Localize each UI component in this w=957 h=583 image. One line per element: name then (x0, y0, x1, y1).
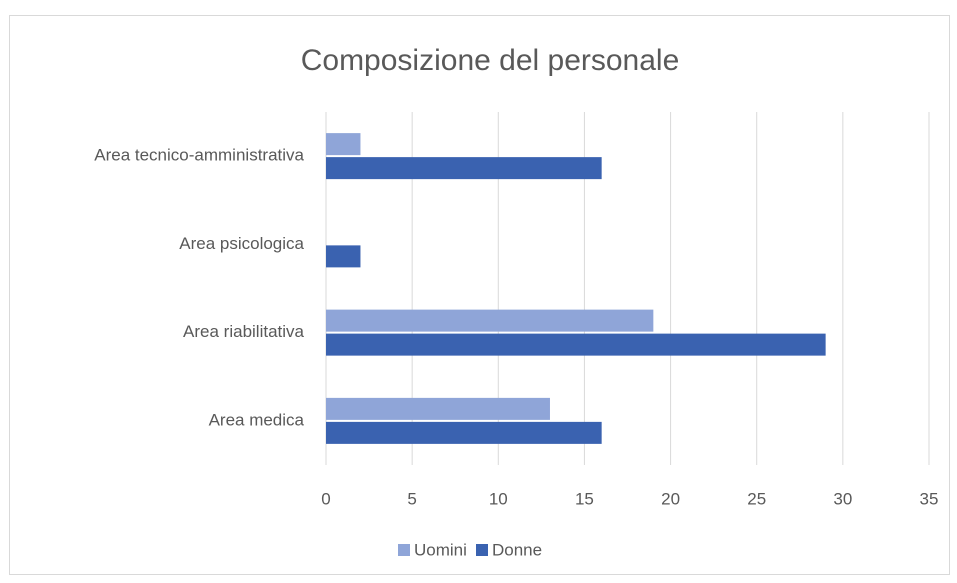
chart-frame (9, 15, 950, 575)
x-tick-label: 30 (833, 489, 852, 508)
x-tick-label: 10 (489, 489, 508, 508)
chart-title: Composizione del personale (301, 44, 680, 77)
bar (326, 157, 602, 180)
legend-label: Uomini (414, 540, 467, 559)
y-tick-label: Area medica (209, 410, 305, 429)
x-tick-label: 15 (575, 489, 594, 508)
legend-swatch (476, 544, 488, 556)
x-tick-label: 35 (920, 489, 939, 508)
y-tick-label: Area tecnico-amministrativa (94, 146, 304, 165)
bar (326, 245, 361, 268)
x-tick-label: 20 (661, 489, 680, 508)
bar (326, 133, 361, 156)
bar (326, 309, 654, 332)
x-tick-label: 25 (747, 489, 766, 508)
x-tick-label: 5 (407, 489, 416, 508)
legend-label: Donne (492, 540, 542, 559)
bar (326, 333, 826, 356)
bar (326, 421, 602, 444)
y-tick-label: Area psicologica (179, 234, 304, 253)
bar (326, 397, 550, 420)
legend-swatch (398, 544, 410, 556)
y-tick-label: Area riabilitativa (183, 322, 304, 341)
x-tick-label: 0 (321, 489, 330, 508)
